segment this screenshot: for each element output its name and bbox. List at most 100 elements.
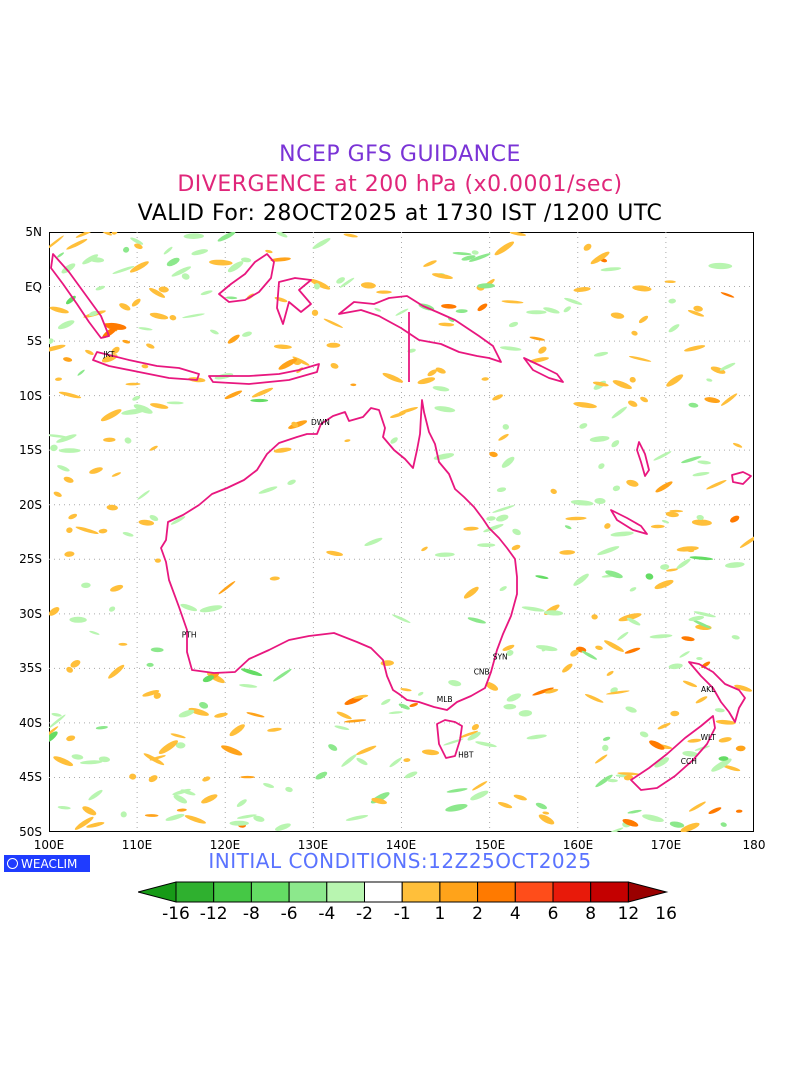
convergence-patch (477, 283, 495, 289)
divergence-patch (710, 366, 726, 374)
convergence-patch (600, 267, 622, 272)
lat-label: 40S (19, 716, 42, 730)
convergence-patch (521, 606, 545, 612)
colorbar-swatch (477, 881, 516, 903)
convergence-patch (610, 687, 618, 693)
convergence-patch (374, 307, 382, 312)
divergence-patch (734, 684, 753, 692)
station-dwn: DWN (311, 418, 330, 427)
convergence-patch (150, 647, 164, 653)
convergence-patch (328, 744, 338, 751)
divergence-patch (693, 305, 703, 312)
divergence-patch (240, 775, 255, 779)
convergence-patch (692, 619, 711, 629)
divergence-patch (735, 745, 746, 752)
lat-label: 15S (19, 443, 42, 457)
divergence-patch (55, 377, 62, 381)
convergence-patch (593, 351, 609, 357)
convergence-patch (95, 285, 105, 291)
divergence-patch (718, 737, 732, 743)
convergence-patch (133, 404, 153, 414)
convergence-patch (163, 246, 173, 255)
convergence-patch (165, 813, 185, 821)
divergence-patch (141, 364, 149, 369)
divergence-patch (265, 249, 273, 254)
colorbar-tick-label: -8 (242, 904, 260, 924)
coast-tasmania (436, 719, 463, 759)
coast-java (92, 351, 200, 381)
colorbar-tick-label: 16 (655, 904, 677, 924)
lon-label: 130E (297, 838, 329, 852)
convergence-patch (199, 701, 209, 709)
station-mlb: MLB (437, 695, 453, 704)
lat-label: 5N (25, 225, 42, 239)
divergence-patch (142, 689, 160, 697)
convergence-patch (543, 307, 560, 314)
convergence-patch (594, 497, 606, 505)
convergence-patch (202, 675, 214, 683)
colorbar-swatch (514, 881, 554, 903)
divergence-patch (544, 688, 559, 694)
divergence-patch (403, 758, 411, 763)
convergence-patch (535, 802, 548, 810)
lat-label: EQ (24, 280, 42, 294)
convergence-patch (676, 558, 691, 570)
station-syn: SYN (493, 652, 508, 661)
convergence-patch (199, 605, 223, 613)
convergence-patch (611, 440, 620, 448)
convergence-patch (336, 277, 346, 284)
divergence-patch (481, 377, 489, 381)
lon-label: 170E (650, 838, 682, 852)
divergence-patch (382, 372, 404, 383)
convergence-patch (236, 799, 247, 807)
convergence-patch (49, 338, 54, 345)
convergence-patch (240, 257, 252, 263)
divergence-patch (686, 549, 695, 553)
convergence-patch (602, 736, 611, 741)
divergence-patch (153, 692, 161, 699)
convergence-patch (506, 650, 514, 656)
convergence-patch (506, 693, 522, 702)
coast-borneo (218, 253, 275, 303)
colorbar-swatch (175, 881, 215, 903)
title-valid-time: VALID For: 28OCT2025 at 1730 IST /1200 U… (137, 201, 663, 226)
divergence-patch (612, 380, 632, 390)
convergence-patch (356, 757, 368, 766)
lat-label: 20S (19, 498, 42, 512)
convergence-patch (512, 528, 521, 536)
convergence-patch (49, 434, 69, 438)
coastlines (50, 253, 752, 791)
colorbar-swatch (401, 881, 441, 903)
divergence-patch (66, 735, 76, 742)
convergence-patch (688, 615, 705, 622)
divergence-patch (326, 550, 343, 557)
convergence-patch (123, 246, 130, 253)
title-model: NCEP GFS GUIDANCE (279, 142, 521, 167)
convergence-patch (95, 725, 108, 730)
divergence-patch (471, 723, 479, 731)
divergence-patch (63, 357, 73, 362)
convergence-patch (137, 490, 150, 500)
convergence-patch (381, 698, 391, 705)
divergence-patch (75, 232, 94, 238)
lat-label: 10S (19, 389, 42, 403)
convergence-patch (627, 809, 642, 814)
convergence-patch (242, 331, 252, 337)
convergence-patch (526, 734, 547, 740)
divergence-patch (291, 421, 299, 428)
divergence-patch (441, 303, 457, 309)
convergence-patch (679, 651, 690, 658)
convergence-patch (475, 741, 497, 748)
divergence-patch (570, 649, 579, 657)
convergence-patch (595, 774, 613, 788)
divergence-patch (311, 309, 319, 316)
convergence-patch (341, 754, 357, 767)
colorbar (138, 881, 669, 903)
divergence-patch (108, 664, 125, 679)
divergence-patch (529, 357, 549, 363)
convergence-patch (175, 742, 186, 749)
convergence-patch (455, 309, 468, 314)
coast-new-guinea (338, 295, 502, 363)
divergence-patch (421, 749, 440, 756)
convergence-patch (581, 650, 598, 660)
